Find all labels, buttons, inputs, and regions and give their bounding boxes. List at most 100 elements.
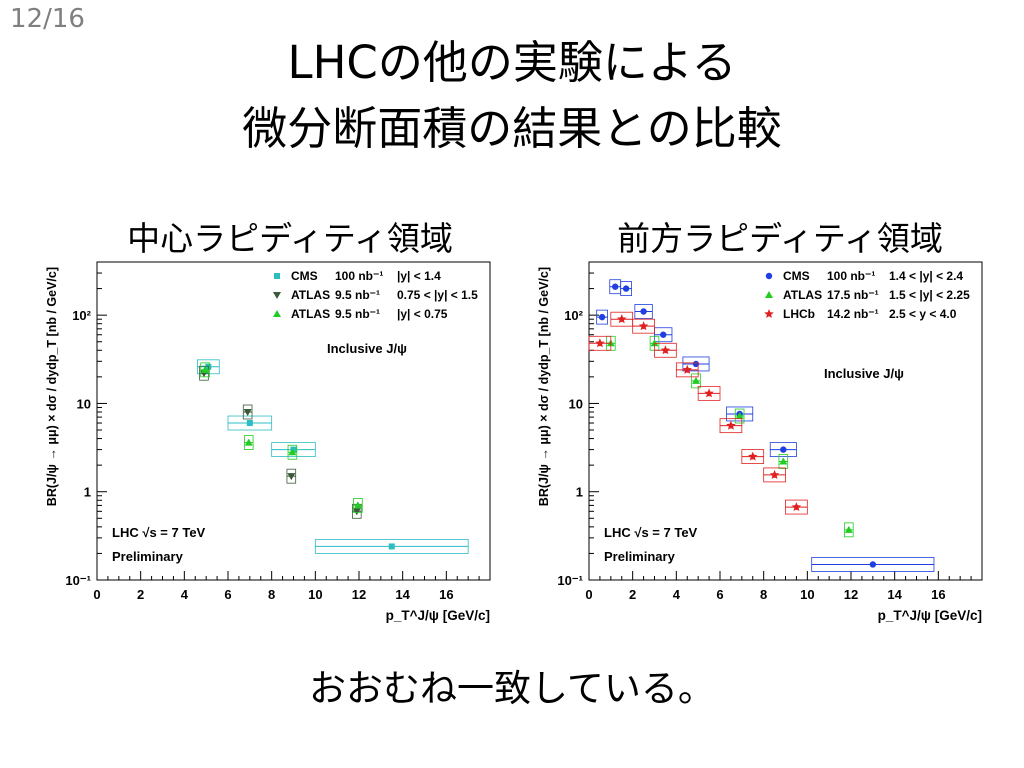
right-y-tick-label: 1	[576, 485, 583, 500]
right-y-axis-label: BR(J/ψ → μμ) × dσ / dydp_T [nb / GeV/c]	[537, 267, 551, 506]
right-sys-error-box	[620, 281, 632, 296]
conclusion-text: おおむね一致している。	[309, 667, 715, 710]
right-data-point	[595, 338, 605, 348]
right-x-tick-label: 2	[629, 587, 636, 602]
left-legend-range: 0.75 < |y| < 1.5	[397, 288, 478, 302]
left-x-tick-label: 6	[224, 587, 231, 602]
left-y-tick-label: 10²	[72, 308, 91, 323]
right-data-point	[640, 308, 647, 315]
right-data-point	[617, 314, 627, 324]
right-sys-error-box	[741, 449, 765, 464]
right-data-point	[622, 285, 630, 292]
left-legend-name: ATLAS	[291, 307, 330, 321]
left-x-tick-label: 16	[439, 587, 453, 602]
right-annotation-inclusive: Inclusive J/ψ	[824, 366, 904, 381]
right-x-tick-label: 8	[760, 587, 767, 602]
slide-title-line-1: LHCの他の実験による	[287, 36, 737, 89]
left-legend-marker	[273, 310, 281, 317]
right-legend-lumi: 14.2 nb⁻¹	[827, 307, 879, 321]
left-data-point	[243, 408, 252, 416]
left-data-point	[201, 365, 210, 373]
right-legend-marker	[765, 291, 773, 298]
right-legend-name: CMS	[783, 269, 810, 283]
left-x-axis-label: p_T^J/ψ [GeV/c]	[386, 608, 490, 623]
left-legend-range: |y| < 0.75	[397, 307, 448, 321]
left-x-tick-label: 2	[137, 587, 144, 602]
right-sys-error-box	[675, 362, 699, 378]
right-data-point	[692, 360, 700, 368]
right-legend-range: 1.5 < |y| < 2.25	[889, 288, 970, 302]
left-legend-lumi: 9.5 nb⁻¹	[335, 288, 380, 302]
left-legend-lumi: 9.5 nb⁻¹	[335, 307, 380, 321]
right-legend-marker	[764, 309, 774, 318]
right-data-point	[869, 561, 877, 568]
page-number: 12/16	[10, 4, 85, 34]
left-legend-marker	[274, 273, 280, 279]
right-sys-error-box	[734, 408, 745, 424]
right-data-point	[691, 376, 700, 384]
right-data-point	[612, 283, 619, 290]
left-legend-name: CMS	[291, 269, 318, 283]
subtitle-forward-rapidity: 前方ラピディティ領域	[617, 219, 943, 258]
right-legend-name: LHCb	[783, 307, 815, 321]
left-legend-marker	[273, 292, 281, 299]
slide-title-line-2: 微分断面積の結果との比較	[242, 102, 782, 155]
right-data-point	[660, 345, 671, 355]
right-legend-lumi: 100 nb⁻¹	[827, 269, 875, 283]
left-x-tick-label: 0	[93, 587, 100, 602]
left-data-point	[352, 508, 361, 516]
left-x-tick-label: 10	[308, 587, 322, 602]
right-legend-marker	[765, 272, 773, 280]
right-y-tick-label: 10⁻¹	[557, 573, 583, 588]
right-sys-error-box	[596, 309, 608, 325]
right-x-axis-label: p_T^J/ψ [GeV/c]	[878, 608, 982, 623]
right-legend-lumi: 17.5 nb⁻¹	[827, 288, 879, 302]
right-data-point	[844, 525, 853, 533]
right-data-point	[779, 457, 788, 465]
left-legend-name: ATLAS	[291, 288, 330, 302]
right-legend-range: 2.5 < y < 4.0	[889, 307, 957, 321]
right-annotation-lhc: LHC √s = 7 TeV	[604, 525, 698, 540]
left-x-tick-label: 14	[395, 587, 410, 602]
right-annotation-preliminary: Preliminary	[604, 549, 676, 564]
right-x-tick-label: 6	[716, 587, 723, 602]
left-annotation-lhc: LHC √s = 7 TeV	[112, 525, 206, 540]
subtitle-central-rapidity: 中心ラピディティ領域	[127, 219, 453, 258]
right-data-point	[791, 502, 802, 512]
left-legend-range: |y| < 1.4	[397, 269, 441, 283]
right-legend-name: ATLAS	[783, 288, 822, 302]
left-data-point	[287, 473, 296, 481]
right-x-tick-label: 16	[931, 587, 945, 602]
right-data-point	[726, 420, 736, 430]
left-data-point	[246, 420, 253, 427]
right-x-tick-label: 12	[844, 587, 858, 602]
left-data-point	[290, 446, 297, 453]
chart-forward-rapidity: 0 2 4 6 8 10 12 14 16 10⁻¹ 1 10 10² BR(J/ψ → μμ) × dσ…	[537, 261, 983, 623]
left-x-tick-label: 8	[268, 587, 275, 602]
right-data-point	[682, 364, 692, 374]
left-y-tick-label: 1	[84, 485, 91, 500]
right-x-tick-label: 0	[585, 587, 592, 602]
left-y-tick-label: 10	[77, 396, 91, 411]
right-data-point	[660, 331, 667, 338]
left-data-point	[388, 543, 395, 550]
right-legend-range: 1.4 < |y| < 2.4	[889, 269, 963, 283]
left-annotation-preliminary: Preliminary	[112, 549, 184, 564]
left-x-tick-label: 4	[181, 587, 189, 602]
right-data-point	[598, 313, 606, 321]
left-data-point	[244, 438, 253, 446]
right-x-tick-label: 4	[673, 587, 681, 602]
left-annotation-inclusive: Inclusive J/ψ	[327, 341, 407, 356]
right-y-tick-label: 10	[569, 396, 583, 411]
right-data-point	[735, 412, 744, 420]
right-x-tick-label: 10	[800, 587, 814, 602]
right-data-point	[704, 388, 714, 398]
right-data-point	[769, 469, 780, 479]
left-y-axis-label: BR(J/ψ → μμ) × dσ / dydp_T [nb / GeV/c]	[45, 267, 59, 506]
right-data-point	[780, 446, 787, 453]
left-y-tick-label: 10⁻¹	[65, 573, 91, 588]
left-legend-lumi: 100 nb⁻¹	[335, 269, 383, 283]
left-data-point	[353, 501, 362, 509]
left-x-tick-label: 12	[352, 587, 366, 602]
right-y-tick-label: 10²	[564, 308, 583, 323]
